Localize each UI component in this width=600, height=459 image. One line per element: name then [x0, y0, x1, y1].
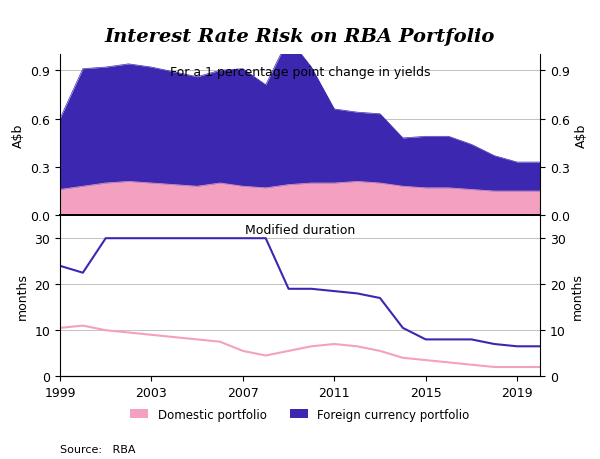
Y-axis label: months: months — [16, 273, 29, 319]
Text: Interest Rate Risk on RBA Portfolio: Interest Rate Risk on RBA Portfolio — [105, 28, 495, 45]
Text: Source:   RBA: Source: RBA — [60, 444, 136, 454]
Y-axis label: months: months — [571, 273, 584, 319]
Y-axis label: A$b: A$b — [575, 123, 588, 147]
Y-axis label: A$b: A$b — [12, 123, 25, 147]
Text: For a 1 percentage point change in yields: For a 1 percentage point change in yield… — [170, 66, 430, 79]
Text: Modified duration: Modified duration — [245, 224, 355, 237]
Legend: Domestic portfolio, Foreign currency portfolio: Domestic portfolio, Foreign currency por… — [126, 403, 474, 425]
